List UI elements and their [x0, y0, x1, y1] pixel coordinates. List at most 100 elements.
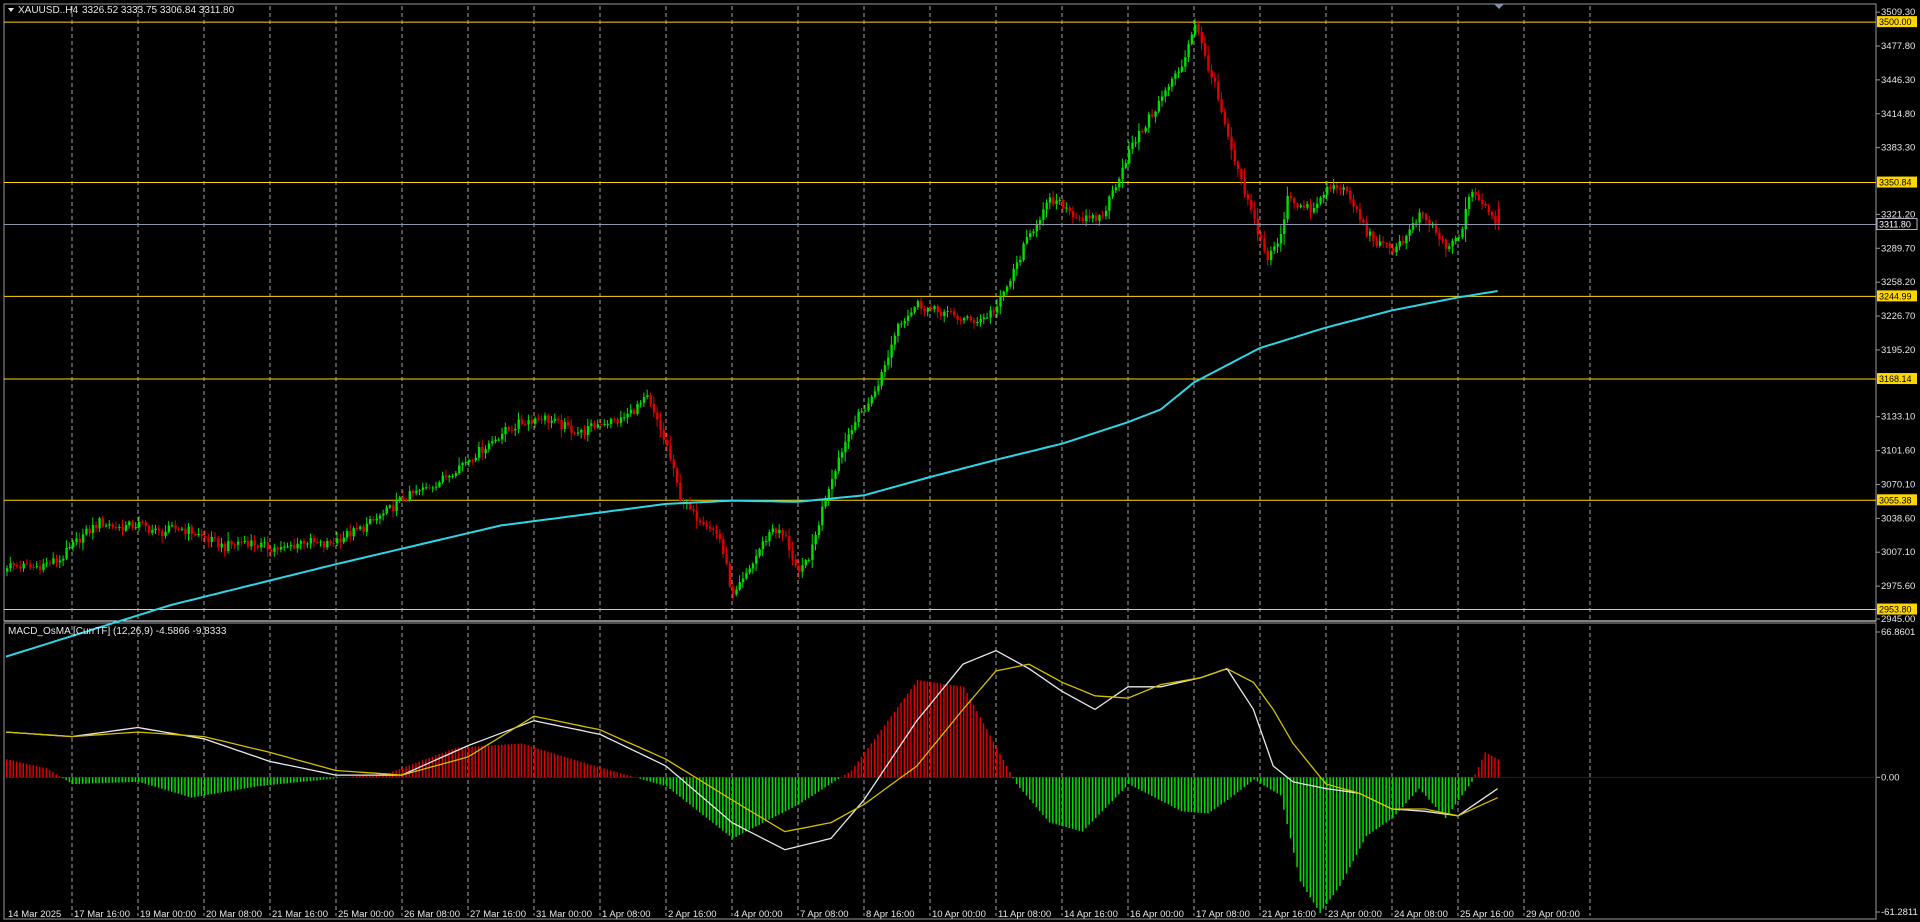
candle-body: [1352, 199, 1355, 207]
histogram-bar: [329, 777, 331, 779]
histogram-bar: [570, 758, 572, 778]
candle-body: [890, 344, 893, 358]
histogram-bar: [1293, 777, 1295, 853]
candle-body: [1484, 203, 1487, 206]
histogram-bar: [477, 746, 480, 778]
histogram-bar: [1266, 777, 1269, 788]
histogram-bar: [590, 764, 592, 778]
time-label: 29 Apr 00:00: [1526, 909, 1580, 920]
histogram-bar: [1065, 777, 1067, 828]
candle-body: [1154, 111, 1157, 117]
histogram-bar: [1071, 777, 1074, 829]
candle-body: [471, 459, 474, 461]
candle-body: [256, 545, 260, 548]
histogram-bar: [1250, 777, 1252, 783]
candle-body: [996, 306, 999, 313]
macd-pane-frame: [3, 622, 1877, 920]
candle-body: [1233, 149, 1236, 162]
candle-body: [639, 402, 642, 404]
candle-body: [1068, 207, 1071, 211]
histogram-bar: [233, 777, 236, 791]
histogram-bar: [850, 770, 853, 778]
candle-body: [705, 524, 708, 527]
time-label: 7 Apr 08:00: [800, 909, 849, 920]
shift-marker-icon[interactable]: [1494, 4, 1504, 9]
candle-body: [692, 509, 695, 511]
histogram-bar: [468, 746, 470, 778]
candle-body: [233, 544, 237, 546]
candle-body: [1286, 196, 1289, 220]
candle-body: [751, 563, 755, 569]
candle-body: [877, 385, 880, 392]
histogram-bar: [444, 751, 447, 778]
price-tick-label: 3038.60: [1881, 513, 1915, 524]
histogram-bar: [279, 777, 282, 784]
histogram-bar: [1411, 777, 1414, 796]
histogram-bar: [1405, 777, 1407, 804]
histogram-bar: [1365, 777, 1368, 837]
histogram-bar: [167, 777, 170, 791]
histogram-bar: [1151, 777, 1153, 796]
price-tick-label: 3101.60: [1881, 446, 1915, 457]
candle-body: [22, 563, 25, 569]
horizontal-levels: [4, 21, 1876, 611]
candle-body: [487, 443, 491, 450]
histogram-bar: [540, 749, 543, 778]
histogram-bar: [1111, 777, 1113, 802]
histogram-bar: [543, 750, 546, 778]
histogram-bar: [52, 772, 54, 778]
histogram-bar: [194, 777, 196, 798]
histogram-bar: [293, 777, 295, 783]
candle-body: [791, 550, 794, 560]
candle-body: [1378, 241, 1382, 246]
candle-body: [1332, 184, 1335, 190]
histogram-bar: [735, 777, 737, 837]
histogram-bar: [844, 774, 846, 778]
time-label: 14 Mar 2025: [8, 909, 61, 920]
candle-body: [732, 586, 735, 595]
time-label: 27 Mar 16:00: [470, 909, 526, 920]
histogram-bar: [1154, 777, 1156, 798]
histogram-bar: [1121, 777, 1123, 791]
candle-body: [761, 541, 765, 550]
histogram-bar: [217, 777, 219, 794]
candle-body: [811, 544, 814, 560]
candle-body: [722, 539, 725, 555]
candle-body: [930, 308, 933, 310]
candle-body: [590, 423, 593, 427]
candle-body: [834, 471, 837, 479]
candle-body: [405, 500, 408, 502]
candle-body: [1075, 216, 1078, 218]
histogram-bar: [1038, 777, 1041, 812]
histogram-bar: [831, 777, 833, 784]
macd-line: [5, 649, 1498, 851]
histogram-bar: [715, 777, 717, 826]
histogram-bar: [1170, 777, 1173, 807]
symbol-dropdown-icon[interactable]: [8, 8, 14, 12]
candle-body: [128, 521, 131, 526]
histogram-bar: [718, 777, 721, 829]
histogram-bar: [1487, 754, 1490, 778]
histogram-bar: [451, 749, 453, 778]
histogram-bar: [642, 777, 645, 780]
histogram-bar: [1306, 777, 1308, 892]
price-axis: 3509.30 3477.80 3446.30 3414.80 3383.30 3321.…: [1876, 7, 1918, 625]
candle-body: [662, 430, 666, 440]
candle-body: [936, 306, 939, 312]
candle-body: [1207, 55, 1210, 71]
histogram-bar: [1161, 777, 1163, 802]
candle-body: [101, 518, 105, 527]
candle-body: [1137, 130, 1141, 143]
candle-body: [1240, 168, 1243, 179]
candle-body: [283, 546, 286, 548]
candle-body: [68, 547, 72, 549]
candle-body: [844, 441, 847, 453]
histogram-bar: [524, 744, 526, 778]
histogram-bar: [141, 777, 143, 783]
candle-body: [207, 538, 210, 542]
histogram-bar: [883, 725, 886, 778]
candle-body: [794, 559, 798, 566]
histogram-bar: [72, 777, 74, 785]
